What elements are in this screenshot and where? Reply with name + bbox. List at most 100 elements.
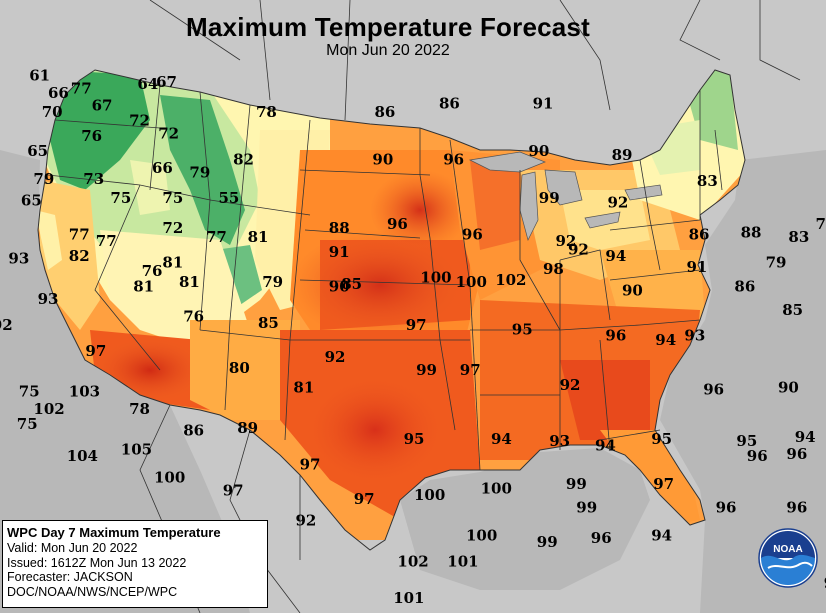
temperature-label: 94 bbox=[651, 527, 672, 545]
temperature-label: 91 bbox=[533, 95, 554, 113]
temperature-label: 81 bbox=[162, 254, 183, 272]
temperature-label: 89 bbox=[612, 146, 633, 164]
great-lakes bbox=[468, 151, 663, 241]
temperature-label: 100 bbox=[456, 273, 487, 291]
atlantic-ocean bbox=[660, 150, 826, 613]
mexico-region bbox=[170, 405, 420, 613]
temperature-label: 93 bbox=[38, 290, 59, 308]
temperature-label: 86 bbox=[734, 277, 755, 295]
international-lines bbox=[139, 0, 801, 613]
temperature-label: 95 bbox=[404, 430, 425, 448]
temperature-label: 101 bbox=[393, 589, 424, 607]
temperature-label: 90 bbox=[329, 277, 350, 295]
temperature-label: 75 bbox=[162, 189, 183, 207]
temperature-label: 81 bbox=[133, 277, 154, 295]
temperature-label: 55 bbox=[219, 189, 240, 207]
temperature-label: 94 bbox=[605, 247, 626, 265]
temperature-label: 72 bbox=[162, 219, 183, 237]
temperature-label: 94 bbox=[795, 428, 816, 446]
temperature-label: 105 bbox=[121, 441, 152, 459]
temperature-label: 61 bbox=[29, 67, 50, 85]
temperature-label: 79 bbox=[262, 273, 283, 291]
temperature-label: 67 bbox=[156, 73, 177, 91]
temperature-label: 86 bbox=[439, 95, 460, 113]
temperature-label: 81 bbox=[179, 273, 200, 291]
temperature-label: 82 bbox=[69, 247, 90, 265]
temperature-label: 92 bbox=[560, 376, 581, 394]
temperature-label: 90 bbox=[372, 150, 393, 168]
temperature-label: 96 bbox=[462, 226, 483, 244]
temperature-label: 72 bbox=[158, 125, 179, 143]
temperature-label: 77 bbox=[206, 228, 227, 246]
temperature-label: 76 bbox=[183, 307, 204, 325]
temperature-label: 90 bbox=[528, 142, 549, 160]
map-title: Maximum Temperature Forecast bbox=[186, 12, 590, 42]
temperature-label: 103 bbox=[69, 383, 100, 401]
temperature-label: 79 bbox=[189, 163, 210, 181]
temperature-label: 83 bbox=[788, 228, 809, 246]
temperature-label: 64 bbox=[137, 75, 158, 93]
temperature-label: 79 bbox=[33, 170, 54, 188]
issued-date: Issued: 1612Z Mon Jun 13 2022 bbox=[7, 555, 187, 570]
temperature-label: 92 bbox=[325, 348, 346, 366]
temperature-label: 100 bbox=[481, 479, 512, 497]
temperature-label: 100 bbox=[414, 486, 445, 504]
temperature-label: 96 bbox=[591, 529, 612, 547]
temperature-label: 75 bbox=[110, 189, 131, 207]
temperature-label: 90 bbox=[778, 378, 799, 396]
temperature-label: 82 bbox=[233, 150, 254, 168]
canada-region bbox=[90, 0, 826, 165]
temperature-label: 100 bbox=[420, 269, 451, 287]
temperature-label: 102 bbox=[495, 271, 526, 289]
pacific-ocean bbox=[0, 150, 250, 613]
temperature-label: 92 bbox=[556, 232, 577, 250]
temperature-label: 97 bbox=[85, 342, 106, 360]
state-boundaries bbox=[37, 69, 746, 551]
temperature-label: 77 bbox=[96, 232, 117, 250]
temperature-label: 93 bbox=[8, 249, 29, 267]
temperature-label: 75 bbox=[17, 415, 38, 433]
temperature-label: 91 bbox=[329, 243, 350, 261]
temperature-label: 89 bbox=[237, 419, 258, 437]
temperature-label: 88 bbox=[329, 219, 350, 237]
temperature-label: 76 bbox=[81, 127, 102, 145]
temperature-label: 77 bbox=[71, 79, 92, 97]
temperature-label: 85 bbox=[341, 275, 362, 293]
temperature-label: 99 bbox=[576, 499, 597, 517]
temperature-label: 96 bbox=[786, 499, 807, 517]
temperature-label: 92 bbox=[296, 512, 317, 530]
temperature-label: 66 bbox=[48, 84, 69, 102]
temperature-label: 94 bbox=[491, 430, 512, 448]
temperature-label: 67 bbox=[92, 97, 113, 115]
temperature-label: 76 bbox=[816, 215, 826, 233]
temperature-label: 86 bbox=[183, 421, 204, 439]
temperature-label: 95 bbox=[512, 320, 533, 338]
temperature-label: 81 bbox=[293, 378, 314, 396]
noaa-logo-icon: NOAA bbox=[758, 528, 818, 588]
temperature-label: 96 bbox=[747, 447, 768, 465]
temperature-label: 86 bbox=[689, 226, 710, 244]
temperature-label: 99 bbox=[416, 361, 437, 379]
temperature-label: 88 bbox=[741, 224, 762, 242]
temperature-label: 79 bbox=[766, 254, 787, 272]
temperature-label: 66 bbox=[152, 159, 173, 177]
temperature-label: 94 bbox=[595, 436, 616, 454]
agency-line: DOC/NOAA/NWS/NCEP/WPC bbox=[7, 584, 178, 599]
info-box-title: WPC Day 7 Maximum Temperature bbox=[7, 525, 221, 540]
temperature-label: 78 bbox=[129, 400, 150, 418]
temperature-label: 81 bbox=[248, 228, 269, 246]
temperature-label: 104 bbox=[67, 447, 98, 465]
temperature-label: 99 bbox=[566, 475, 587, 493]
temperature-label: 94 bbox=[655, 331, 676, 349]
temperature-label: 97 bbox=[300, 456, 321, 474]
temperature-label: 96 bbox=[703, 380, 724, 398]
temperature-label: 93 bbox=[549, 432, 570, 450]
temperature-label: 100 bbox=[154, 469, 185, 487]
temperature-label: 97 bbox=[223, 482, 244, 500]
temperature-label: 91 bbox=[687, 258, 708, 276]
temperature-label: 93 bbox=[684, 327, 705, 345]
temperature-label: 78 bbox=[256, 103, 277, 121]
temperature-label: 96 bbox=[716, 499, 737, 517]
